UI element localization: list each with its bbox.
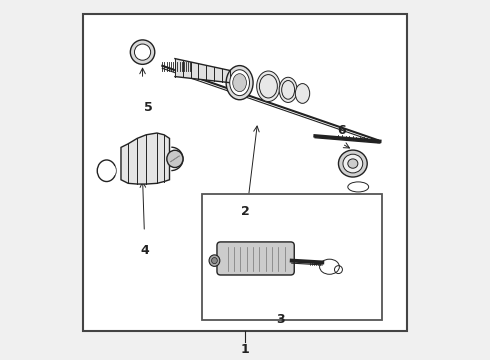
Text: 6: 6 bbox=[338, 123, 346, 136]
Ellipse shape bbox=[130, 40, 155, 64]
Ellipse shape bbox=[167, 150, 183, 167]
Ellipse shape bbox=[348, 159, 358, 168]
Ellipse shape bbox=[134, 44, 150, 60]
Text: 2: 2 bbox=[241, 205, 249, 218]
Polygon shape bbox=[175, 59, 230, 83]
Text: 4: 4 bbox=[140, 244, 149, 257]
Ellipse shape bbox=[100, 163, 113, 178]
FancyBboxPatch shape bbox=[217, 242, 294, 275]
Ellipse shape bbox=[212, 257, 218, 264]
Text: 3: 3 bbox=[277, 313, 285, 326]
Bar bbox=[83, 14, 407, 331]
Polygon shape bbox=[121, 133, 170, 184]
Ellipse shape bbox=[259, 75, 277, 98]
Ellipse shape bbox=[282, 81, 294, 99]
Ellipse shape bbox=[295, 84, 310, 103]
Ellipse shape bbox=[230, 70, 249, 96]
Bar bbox=[202, 194, 382, 320]
Ellipse shape bbox=[339, 150, 367, 177]
Ellipse shape bbox=[257, 71, 280, 102]
Text: 5: 5 bbox=[144, 101, 152, 114]
Ellipse shape bbox=[209, 255, 220, 266]
Text: 1: 1 bbox=[241, 343, 249, 356]
Ellipse shape bbox=[343, 154, 363, 173]
Wedge shape bbox=[107, 166, 116, 175]
Ellipse shape bbox=[233, 74, 246, 92]
Ellipse shape bbox=[279, 77, 297, 103]
Ellipse shape bbox=[226, 66, 253, 100]
